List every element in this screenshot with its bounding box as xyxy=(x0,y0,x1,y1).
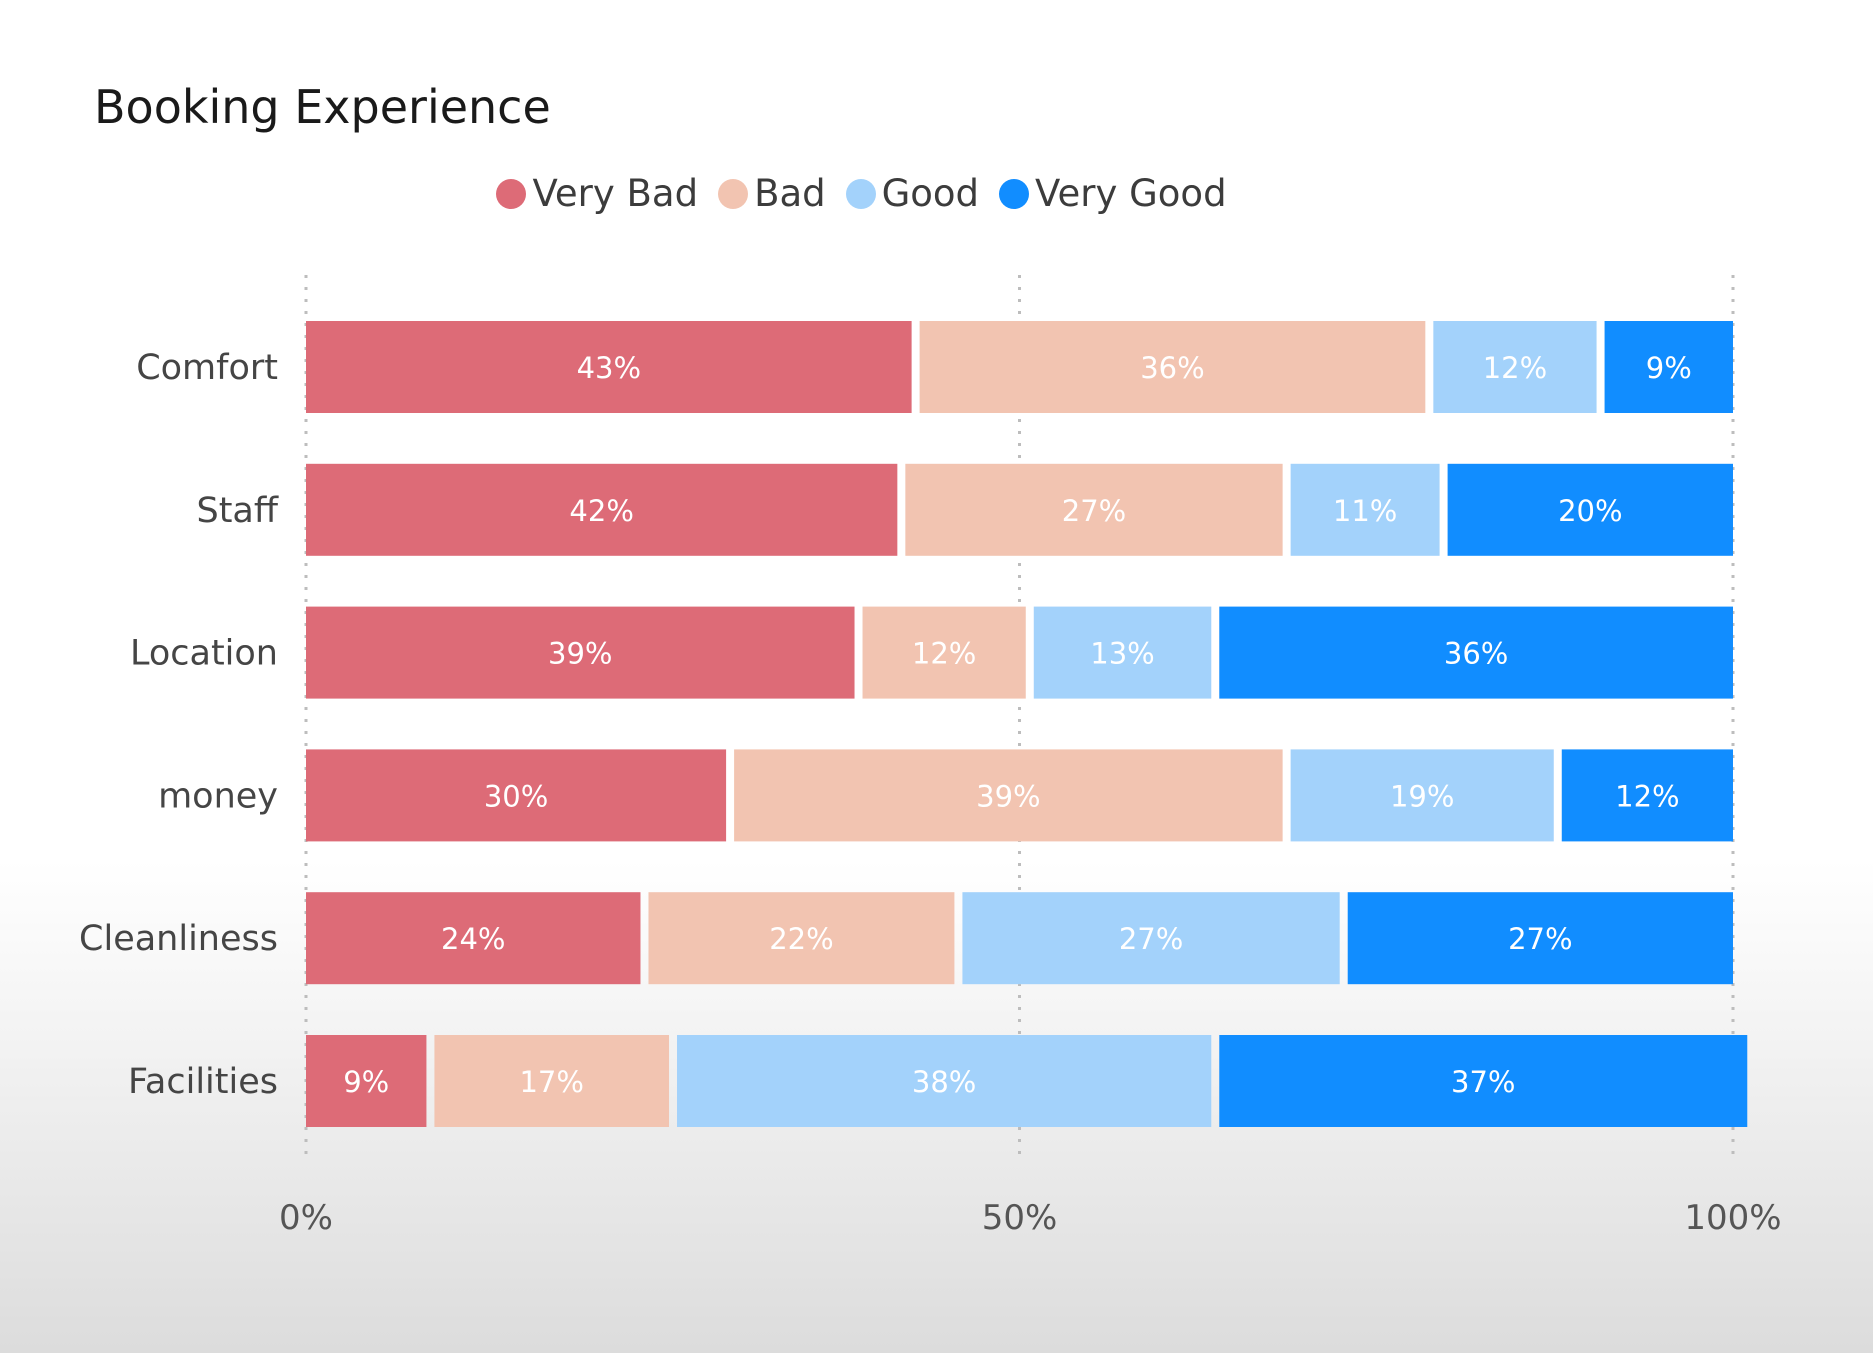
bar-segment[interactable] xyxy=(1433,321,1597,413)
legend-item[interactable]: Very Bad xyxy=(496,172,698,215)
legend: Very Bad Bad Good Very Good xyxy=(0,172,1873,215)
legend-label: Very Bad xyxy=(532,172,699,215)
legend-swatch xyxy=(496,178,527,209)
data-label: 38% xyxy=(912,1065,976,1099)
legend-label: Bad xyxy=(754,172,826,215)
data-label: 19% xyxy=(1390,779,1454,813)
bar-segment[interactable] xyxy=(905,463,1283,556)
data-label: 9% xyxy=(343,1065,389,1099)
bar-segment[interactable] xyxy=(919,321,1426,413)
legend-item[interactable]: Good xyxy=(845,172,980,215)
bar-segment[interactable] xyxy=(734,749,1283,842)
data-label: 37% xyxy=(1451,1065,1515,1099)
bar-segment[interactable] xyxy=(306,463,898,556)
bar-segment[interactable] xyxy=(306,749,727,842)
bar-segment[interactable] xyxy=(1604,321,1733,413)
bar-segment[interactable] xyxy=(1347,892,1733,985)
data-label: 22% xyxy=(769,922,833,956)
data-label: 12% xyxy=(912,637,976,671)
bar-segment[interactable] xyxy=(1290,463,1440,556)
bar-segment[interactable] xyxy=(962,892,1340,985)
data-label: 13% xyxy=(1090,637,1154,671)
bar-segment[interactable] xyxy=(306,321,912,413)
data-label: 36% xyxy=(1444,637,1508,671)
bar-segment[interactable] xyxy=(1033,606,1212,699)
legend-label: Very Good xyxy=(1035,172,1227,215)
bar-segment[interactable] xyxy=(1561,749,1733,842)
data-label: 27% xyxy=(1508,922,1572,956)
category-label: Cleanliness xyxy=(79,919,278,959)
category-label: Facilities xyxy=(128,1062,278,1102)
legend-swatch xyxy=(718,178,749,209)
category-label: Staff xyxy=(196,491,278,531)
chart-title: Booking Experience xyxy=(94,80,551,134)
legend-swatch xyxy=(999,178,1030,209)
data-label: 42% xyxy=(569,494,633,528)
data-label: 9% xyxy=(1646,351,1692,385)
legend-label: Good xyxy=(881,172,980,215)
bar-segment[interactable] xyxy=(1219,1035,1748,1127)
data-label: 39% xyxy=(976,779,1040,813)
data-label: 11% xyxy=(1333,494,1397,528)
legend-swatch xyxy=(845,178,876,209)
data-label: 39% xyxy=(548,637,612,671)
data-label: 43% xyxy=(577,351,641,385)
data-label: 27% xyxy=(1062,494,1126,528)
data-label: 12% xyxy=(1483,351,1547,385)
category-label: Location xyxy=(130,634,278,674)
data-label: 24% xyxy=(441,922,505,956)
bar-segment[interactable] xyxy=(1447,463,1733,556)
legend-item[interactable]: Very Good xyxy=(999,172,1227,215)
x-tick-label: 50% xyxy=(982,1198,1058,1238)
category-label: money xyxy=(158,776,278,816)
bar-segment[interactable] xyxy=(677,1035,1212,1127)
data-label: 27% xyxy=(1119,922,1183,956)
data-label: 20% xyxy=(1558,494,1622,528)
legend-item[interactable]: Bad xyxy=(718,172,826,215)
x-tick-label: 100% xyxy=(1684,1198,1781,1238)
bar-segment[interactable] xyxy=(306,892,641,985)
bar-segment[interactable] xyxy=(1290,749,1554,842)
bar-segment[interactable] xyxy=(648,892,955,985)
data-label: 12% xyxy=(1615,779,1679,813)
bar-segment[interactable] xyxy=(862,606,1026,699)
bar-segment[interactable] xyxy=(306,606,855,699)
bar-segment[interactable] xyxy=(306,1035,427,1127)
bar-segment[interactable] xyxy=(1219,606,1733,699)
data-label: 17% xyxy=(519,1065,583,1099)
bar-segment[interactable] xyxy=(434,1035,670,1127)
data-label: 36% xyxy=(1140,351,1204,385)
x-tick-label: 0% xyxy=(279,1198,333,1238)
category-label: Comfort xyxy=(136,348,278,388)
data-label: 30% xyxy=(484,779,548,813)
